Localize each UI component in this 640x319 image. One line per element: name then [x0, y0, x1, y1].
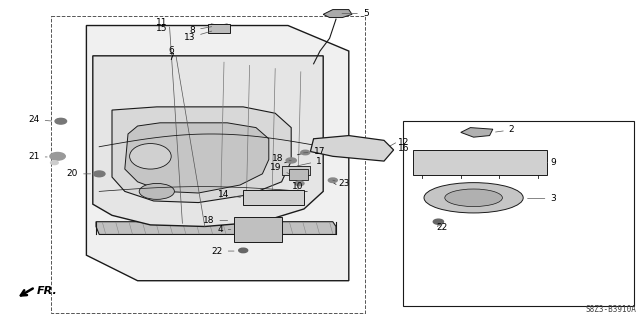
Circle shape — [295, 181, 304, 186]
Text: 22: 22 — [436, 223, 448, 232]
Text: 12: 12 — [398, 138, 410, 147]
Bar — [243, 190, 304, 205]
Text: 24: 24 — [28, 115, 52, 124]
Text: 10: 10 — [292, 182, 303, 191]
Circle shape — [50, 152, 65, 160]
Ellipse shape — [445, 189, 502, 207]
Text: 20: 20 — [67, 169, 91, 178]
Bar — [208, 24, 230, 33]
Text: 14: 14 — [218, 190, 241, 199]
Ellipse shape — [129, 144, 172, 169]
Circle shape — [239, 248, 248, 253]
Polygon shape — [96, 222, 336, 234]
Polygon shape — [125, 123, 269, 193]
Polygon shape — [86, 26, 349, 281]
Text: 5: 5 — [342, 9, 369, 18]
Text: S8Z3-B3910A: S8Z3-B3910A — [586, 305, 637, 314]
Polygon shape — [461, 128, 493, 137]
Circle shape — [433, 219, 444, 224]
Polygon shape — [323, 10, 352, 18]
Bar — [289, 169, 308, 180]
Text: 15: 15 — [156, 24, 168, 33]
Text: 16: 16 — [398, 144, 410, 153]
Polygon shape — [93, 56, 323, 226]
Text: 23: 23 — [333, 179, 349, 188]
Text: 21: 21 — [28, 152, 47, 161]
Circle shape — [286, 158, 296, 163]
Text: 9: 9 — [547, 158, 556, 167]
Text: 17: 17 — [303, 147, 325, 156]
Bar — [413, 150, 547, 175]
Text: FR.: FR. — [37, 286, 58, 296]
Ellipse shape — [140, 183, 174, 199]
Text: 2: 2 — [495, 125, 515, 134]
Text: 18: 18 — [203, 216, 228, 225]
Bar — [234, 217, 282, 242]
Text: 7: 7 — [168, 53, 173, 62]
Text: 6: 6 — [168, 46, 173, 55]
Ellipse shape — [424, 182, 524, 213]
Circle shape — [93, 171, 105, 177]
Text: 3: 3 — [527, 194, 556, 203]
Text: 22: 22 — [211, 247, 234, 256]
Polygon shape — [310, 136, 394, 161]
Text: 11: 11 — [156, 18, 168, 26]
Text: 4: 4 — [217, 225, 231, 234]
Circle shape — [301, 150, 310, 155]
Text: 13: 13 — [184, 31, 212, 42]
Circle shape — [51, 161, 58, 165]
Polygon shape — [112, 107, 291, 203]
Text: 18: 18 — [272, 154, 291, 163]
Text: 8: 8 — [189, 26, 212, 35]
Circle shape — [55, 118, 67, 124]
Bar — [403, 121, 634, 306]
Text: 1: 1 — [297, 157, 322, 166]
Text: 19: 19 — [270, 163, 289, 174]
Bar — [282, 166, 310, 175]
Circle shape — [328, 178, 337, 182]
